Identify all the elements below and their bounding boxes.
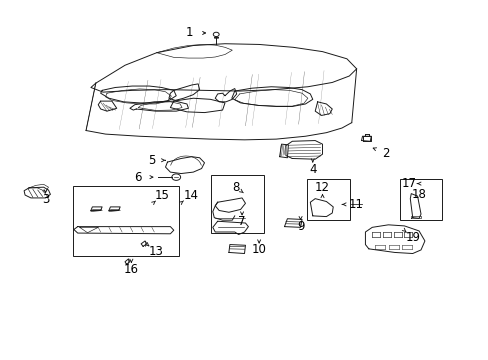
Text: 6: 6 [134, 171, 142, 184]
Text: 17: 17 [401, 177, 416, 190]
Text: 16: 16 [123, 263, 139, 276]
Text: 12: 12 [314, 181, 329, 194]
Text: 13: 13 [148, 245, 163, 258]
Text: 9: 9 [296, 220, 304, 233]
Text: 14: 14 [183, 189, 198, 202]
Bar [211, 175, 264, 233]
Text: 11: 11 [347, 198, 363, 211]
Bar [399, 179, 442, 220]
Text: 4: 4 [308, 163, 316, 176]
Text: 3: 3 [42, 193, 49, 206]
Text: 1: 1 [186, 27, 193, 40]
Text: 15: 15 [155, 189, 170, 202]
Text: 8: 8 [232, 181, 239, 194]
Text: 10: 10 [251, 243, 266, 256]
Text: 7: 7 [238, 215, 245, 228]
Bar [306, 179, 349, 220]
Text: 5: 5 [148, 154, 155, 167]
Text: 18: 18 [411, 188, 426, 201]
Text: 2: 2 [382, 147, 389, 159]
Bar [73, 186, 179, 256]
Text: 19: 19 [405, 231, 419, 244]
